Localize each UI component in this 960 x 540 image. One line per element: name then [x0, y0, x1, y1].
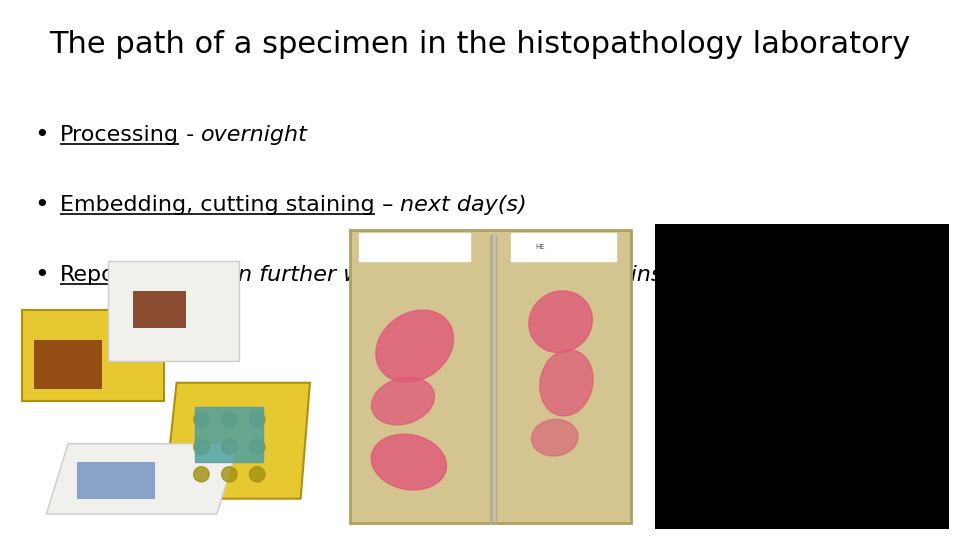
Circle shape — [250, 439, 265, 455]
Ellipse shape — [375, 310, 453, 382]
Circle shape — [222, 467, 237, 482]
Text: The path of a specimen in the histopathology laboratory: The path of a specimen in the histopatho… — [49, 30, 911, 59]
Circle shape — [194, 411, 209, 427]
Circle shape — [222, 439, 237, 455]
Bar — [905, 483, 949, 529]
Ellipse shape — [372, 377, 435, 425]
Polygon shape — [46, 444, 239, 514]
Bar — [511, 233, 616, 261]
Polygon shape — [21, 309, 164, 401]
Ellipse shape — [529, 291, 592, 353]
Bar — [195, 407, 263, 462]
Polygon shape — [34, 340, 102, 389]
Polygon shape — [729, 224, 876, 529]
Circle shape — [194, 439, 209, 455]
Polygon shape — [837, 239, 914, 309]
Polygon shape — [108, 261, 239, 361]
Bar — [359, 233, 470, 261]
Circle shape — [250, 467, 265, 482]
Text: Embedding, cutting staining: Embedding, cutting staining — [60, 195, 374, 215]
Polygon shape — [743, 255, 920, 437]
Ellipse shape — [532, 419, 578, 456]
Bar — [655, 224, 699, 270]
Circle shape — [250, 411, 265, 427]
Bar — [655, 483, 699, 529]
Text: Reporting: Reporting — [60, 265, 168, 285]
Polygon shape — [133, 291, 186, 328]
Text: often further work including further stains, molecular tests: often further work including further sta… — [194, 265, 849, 285]
Ellipse shape — [540, 349, 593, 416]
Text: Processing: Processing — [60, 125, 179, 145]
Text: –: – — [374, 195, 400, 215]
Text: overnight: overnight — [202, 125, 308, 145]
Polygon shape — [625, 193, 960, 540]
Circle shape — [194, 467, 209, 482]
Text: •: • — [35, 193, 49, 217]
Text: HE: HE — [536, 244, 545, 250]
Polygon shape — [78, 462, 155, 499]
Bar — [905, 224, 949, 270]
Circle shape — [222, 411, 237, 427]
Text: –: – — [168, 265, 194, 285]
Polygon shape — [164, 383, 310, 499]
Text: •: • — [35, 123, 49, 147]
Polygon shape — [817, 224, 949, 529]
Polygon shape — [655, 224, 949, 529]
Text: -: - — [179, 125, 202, 145]
Ellipse shape — [372, 434, 446, 490]
Text: •: • — [35, 263, 49, 287]
Polygon shape — [655, 224, 787, 529]
Text: next day(s): next day(s) — [400, 195, 527, 215]
